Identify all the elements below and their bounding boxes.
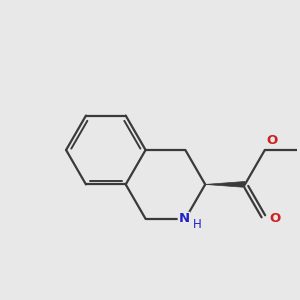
Text: O: O <box>269 212 281 225</box>
Text: H: H <box>193 218 202 231</box>
Polygon shape <box>205 182 245 188</box>
Text: N: N <box>178 212 189 225</box>
Text: O: O <box>266 134 278 147</box>
